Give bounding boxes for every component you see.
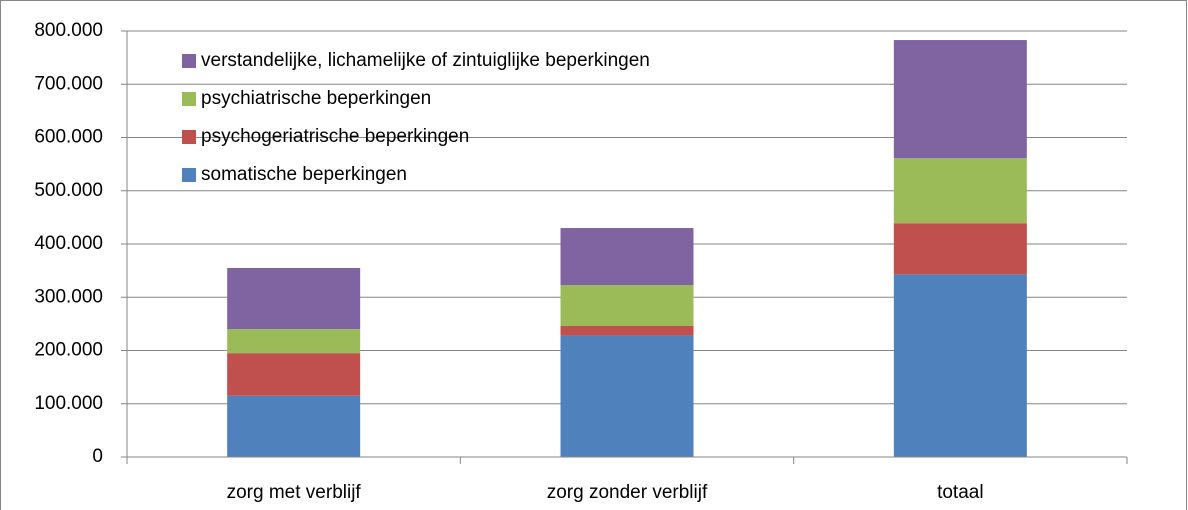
y-tick-label: 800.000	[34, 20, 103, 41]
legend-label: psychiatrische beperkingen	[201, 88, 431, 109]
legend-label: verstandelijke, lichamelijke of zintuigl…	[201, 50, 650, 71]
legend-swatch	[182, 130, 196, 144]
bar-segment	[893, 158, 1027, 224]
y-tick-label: 400.000	[34, 233, 103, 254]
y-tick-label: 200.000	[34, 340, 103, 361]
bar-segment	[560, 326, 694, 336]
x-tick-label: zorg zonder verblijf	[547, 482, 708, 503]
bar-segment	[893, 223, 1027, 275]
y-tick-label: 600.000	[34, 127, 103, 148]
bar-segment	[227, 353, 361, 396]
legend-label: somatische beperkingen	[201, 164, 407, 185]
bar-segment	[893, 40, 1027, 159]
y-tick-label: 0	[92, 446, 103, 467]
legend-label: psychogeriatrische beperkingen	[201, 126, 469, 147]
bar-segment	[560, 335, 694, 457]
y-tick-label: 500.000	[34, 180, 103, 201]
y-tick-label: 100.000	[34, 393, 103, 414]
legend-swatch	[182, 54, 196, 68]
bar-segment	[560, 228, 694, 286]
legend-swatch	[182, 168, 196, 182]
bar-segment	[227, 267, 361, 330]
legend-swatch	[182, 92, 196, 106]
bar-segment	[227, 395, 361, 457]
y-tick-label: 300.000	[34, 286, 103, 307]
y-tick-label: 700.000	[34, 73, 103, 94]
bar-segment	[560, 285, 694, 327]
bar-segment	[227, 329, 361, 354]
bar-segment	[893, 274, 1027, 457]
x-tick-label: zorg met verblijf	[227, 482, 362, 503]
x-tick-label: totaal	[937, 482, 983, 503]
